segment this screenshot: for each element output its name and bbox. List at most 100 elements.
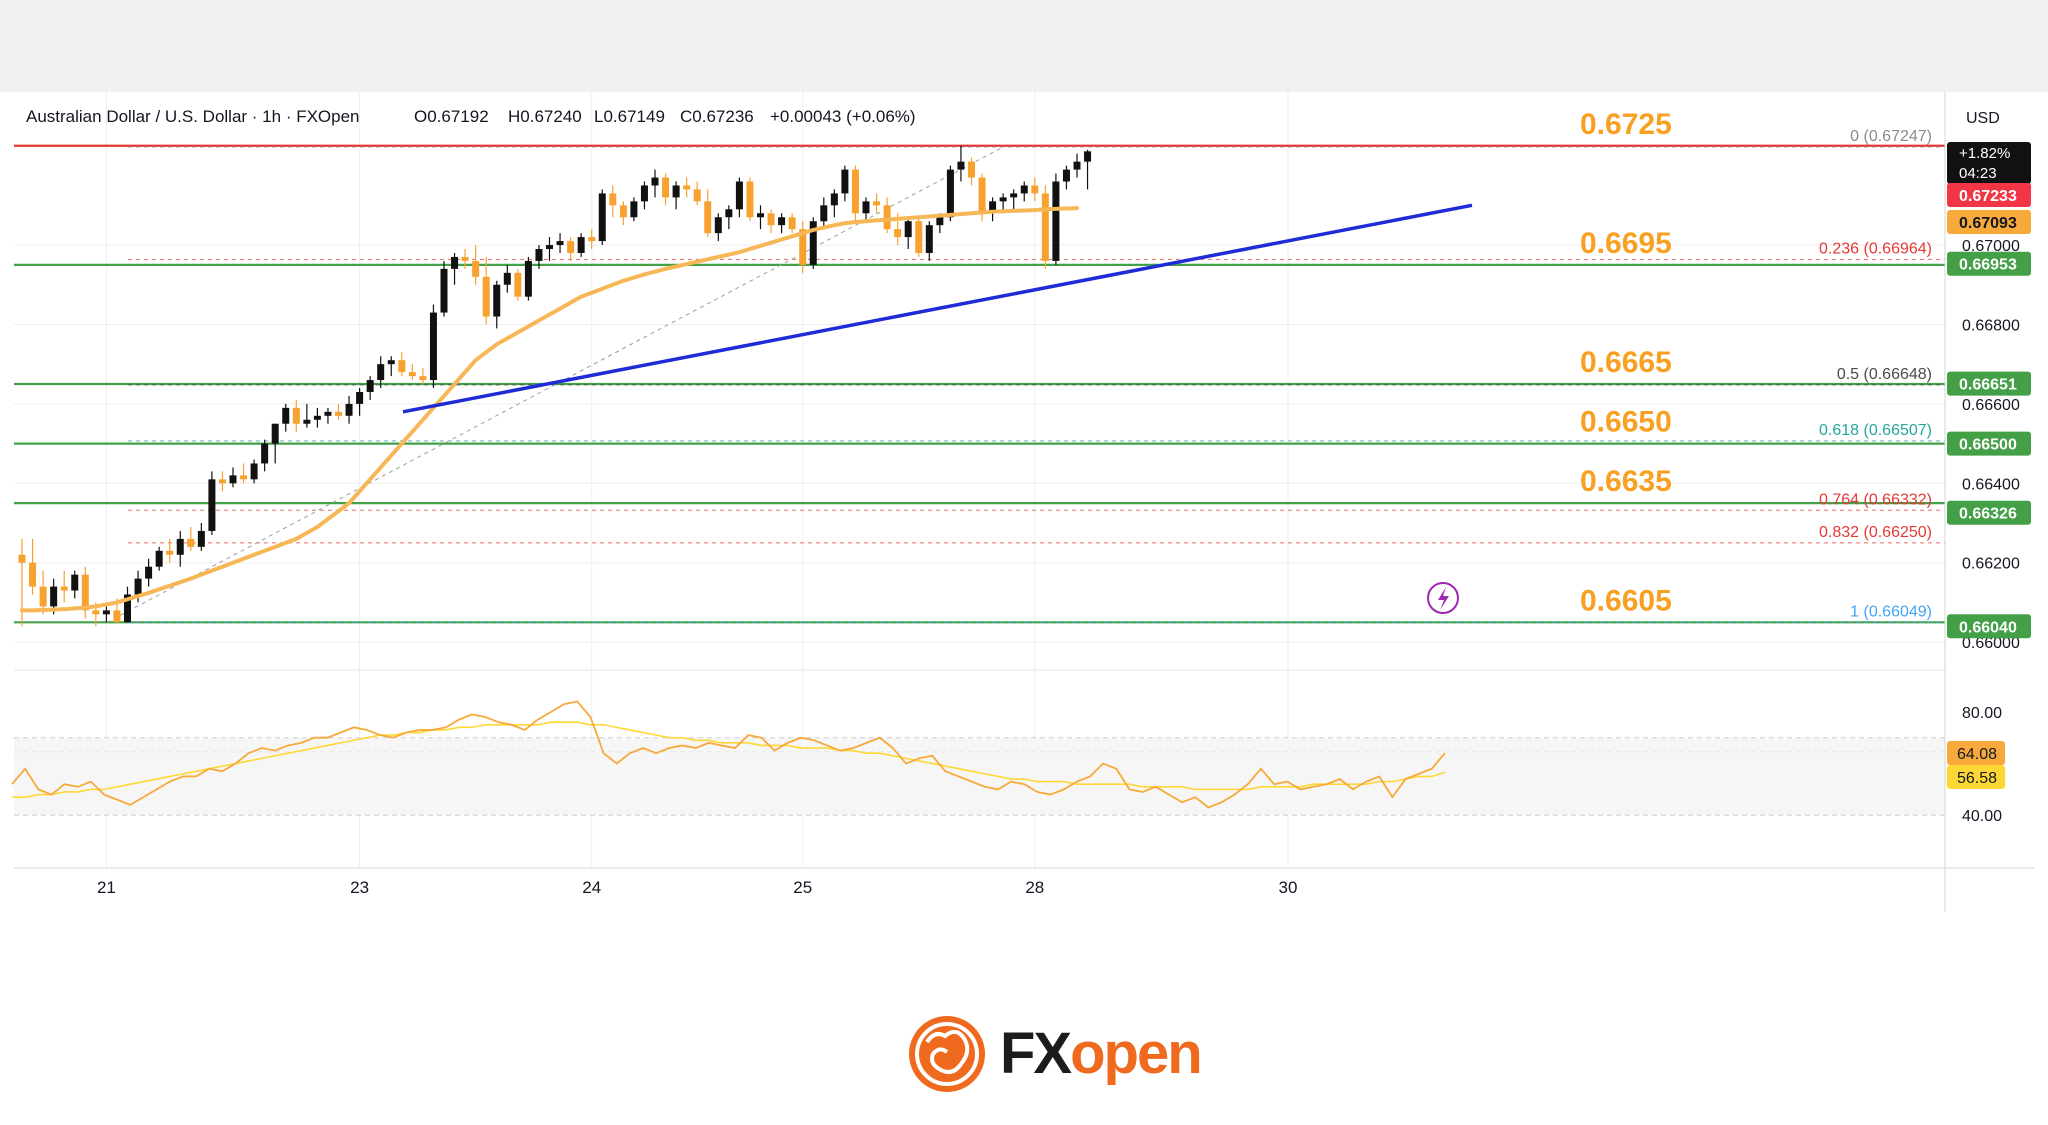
candle-body [767,213,775,226]
candle-body [904,221,912,238]
tag-countdown: 04:23 [1959,165,1997,182]
candle-body [862,201,870,214]
candle-body [1020,185,1028,194]
header-high: H0.67240 [508,107,582,126]
candlesticks [18,145,1092,627]
fib-label: 0.618 (0.66507) [1819,422,1932,439]
time-tick-label: 28 [1025,878,1044,897]
candle-body [345,403,353,416]
candle-body [451,256,459,269]
candle-body [60,586,68,591]
header-close: C0.67236 [680,107,754,126]
candle-body [1062,169,1070,182]
candle-body [936,217,944,226]
candle-body [514,272,522,297]
candle-body [704,201,712,234]
candle-body [873,201,881,206]
candle-body [166,550,174,555]
candle-body [851,169,859,214]
tag-box [1947,183,2031,207]
candle-body [630,201,638,218]
candle-body [176,538,184,555]
price-tick-label: 0.66000 [1962,635,2020,652]
chart-panel: 0.6725 0.6695 0.6665 0.6650 0.6635 0.6605 0 (… [0,92,2048,942]
tag-value: 0.66500 [1959,437,2017,454]
candle-body [894,229,902,238]
candle-body [957,161,965,170]
candle-body [619,205,627,218]
gridlines [14,92,1945,868]
candle-body [240,475,248,480]
currency-label: USD [1966,110,2000,127]
candle-body [29,562,37,587]
candle-body [989,201,997,214]
moving-average-series [20,206,1079,613]
fib-label: 0.5 (0.66648) [1837,366,1932,383]
candle-body [968,161,975,178]
candle-body [39,586,47,607]
candle-body [651,177,659,186]
time-tick-label: 23 [350,878,369,897]
candle-body [925,225,933,253]
candle-body [482,276,490,317]
candle-body [524,260,532,297]
candle-body [292,407,300,424]
logo-open: open [1070,1021,1203,1086]
candle-body [50,586,58,607]
level-label: 0.6665 [1580,346,1672,379]
candle-body [946,169,954,218]
level-label: 0.6695 [1580,227,1672,260]
candle-body [335,411,342,416]
legend-header: Australian Dollar / U.S. Dollar · 1h · F… [26,107,916,126]
tag-value: 0.66040 [1959,619,2017,636]
candle-body [408,372,416,377]
fib-label: 0.832 (0.66250) [1819,524,1932,541]
candle-body [915,221,923,253]
tag-box [1947,431,2031,456]
tag-current [1947,142,2031,184]
candle-body [588,237,596,242]
fib-diagonal [106,146,1004,624]
price-tick-label: 0.66200 [1962,556,2020,573]
candle-body [92,610,100,615]
level-label: 0.6605 [1580,584,1672,617]
candle-body [493,284,501,317]
logo-fx: FX [1000,1021,1072,1086]
candle-body [725,209,733,218]
candle-body [71,574,79,591]
candle-body [261,443,269,464]
tag-box [1947,210,2031,234]
candle-body [1010,193,1018,198]
candle-body [1084,151,1092,162]
candle-body [556,241,564,246]
candle-body [683,185,691,190]
fxopen-logo-text[interactable]: FXopen [1000,1020,1203,1087]
candle-body [841,169,849,194]
header-low: L0.67149 [594,107,665,126]
candle-body [208,479,216,531]
candle-body [134,578,142,595]
fib-label: 0 (0.67247) [1850,128,1932,145]
level-label: 0.6725 [1580,108,1672,141]
fib-label: 0.236 (0.66964) [1819,240,1932,257]
rsi-ma-line [12,721,1446,798]
tag-value: 0.66326 [1959,506,2017,523]
candle-body [609,193,617,206]
level-label: 0.6635 [1580,465,1672,498]
tag-value: 0.67093 [1959,215,2017,232]
rsi-tag-box [1947,740,2005,765]
candle-body [799,229,807,265]
price-tick-label: 0.66800 [1962,317,2020,334]
rsi-tick-label: 80.00 [1962,705,2002,722]
time-tick-label: 30 [1279,878,1298,897]
candle-body [440,268,448,313]
candle-body [366,380,374,392]
header-symbol: Australian Dollar / U.S. Dollar · 1h · F… [26,107,360,126]
time-tick-label: 24 [582,878,601,897]
candle-body [218,479,226,484]
candle-body [1052,181,1060,261]
candle-body [788,217,796,230]
tag-box [1947,500,2031,525]
candle-body [124,594,131,623]
price-tick-label: 0.67000 [1962,238,2020,255]
